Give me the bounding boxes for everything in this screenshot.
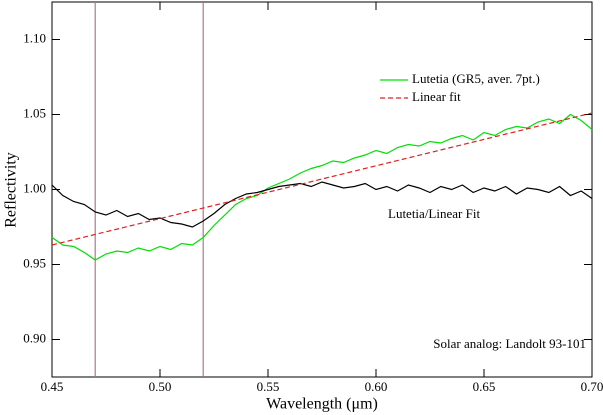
x-tick-label: 0.55 — [257, 379, 280, 394]
series-line — [51, 113, 593, 261]
series-label: Lutetia/Linear Fit — [388, 206, 480, 221]
x-axis-label: Wavelength (μm) — [266, 396, 378, 413]
series-line — [51, 181, 593, 228]
x-tick-label: 0.45 — [41, 379, 64, 394]
legend-label: Linear fit — [412, 89, 461, 104]
x-tick-label: 0.65 — [473, 379, 496, 394]
y-tick-label: 1.10 — [23, 30, 46, 45]
x-tick-label: 0.70 — [581, 379, 603, 394]
y-tick-label: 1.05 — [23, 105, 46, 120]
annotation: Solar analog: Landolt 93-101 — [433, 336, 586, 351]
y-tick-label: 0.90 — [23, 330, 46, 345]
y-axis-label: Reflectivity — [3, 152, 20, 228]
x-tick-label: 0.50 — [149, 379, 172, 394]
series-line — [51, 112, 593, 246]
y-tick-label: 0.95 — [23, 255, 46, 270]
x-tick-label: 0.60 — [365, 379, 388, 394]
legend-label: Lutetia (GR5, aver. 7pt.) — [412, 71, 540, 86]
y-tick-label: 1.00 — [23, 180, 46, 195]
plot-frame — [51, 1, 593, 378]
